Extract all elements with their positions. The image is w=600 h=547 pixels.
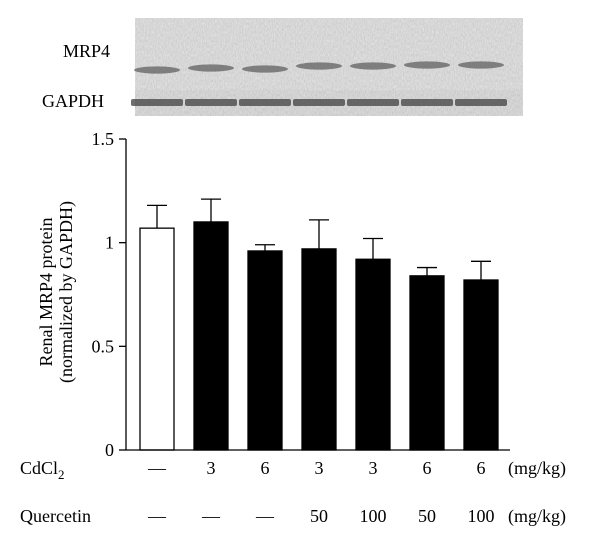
treatment-dose: 100 — [468, 506, 495, 526]
mrp4-band — [242, 65, 288, 73]
mrp4-band-row — [134, 61, 504, 74]
treatment-dose: 6 — [423, 458, 432, 478]
treatment-dose: — — [201, 506, 221, 526]
gapdh-band — [185, 99, 237, 106]
mrp4-band — [350, 62, 396, 70]
treatment-dose: — — [255, 506, 275, 526]
y-axis-label: Renal MRP4 protein (normalized by GAPDH) — [36, 201, 77, 383]
y-tick-label: 1 — [105, 233, 114, 253]
bar — [409, 275, 445, 451]
y-tick-label: 0.5 — [92, 336, 115, 356]
treatment-dose: 6 — [477, 458, 486, 478]
y-axis-label-line-2: (normalized by GAPDH) — [56, 201, 77, 383]
treatment-dose: 50 — [310, 506, 328, 526]
gapdh-band — [455, 99, 507, 106]
treatment-unit: (mg/kg) — [508, 458, 566, 479]
gapdh-band — [401, 99, 453, 106]
blot-label-gapdh: GAPDH — [42, 91, 104, 111]
error-bars — [147, 198, 491, 280]
gapdh-band — [131, 99, 183, 106]
blot-label-mrp4: MRP4 — [63, 41, 110, 61]
treatment-unit: (mg/kg) — [508, 506, 566, 527]
bar — [463, 279, 499, 451]
bars — [139, 221, 499, 451]
bar — [247, 250, 283, 451]
treatment-dose: 6 — [261, 458, 270, 478]
treatment-table: CdCl2 — 3 6 3 3 6 6 (mg/kg) Quercetin — — — 50 100 50 10… — [20, 458, 566, 527]
y-tick-label: 0 — [105, 440, 114, 460]
bar — [193, 221, 229, 451]
treatment-dose: — — [147, 458, 167, 478]
bar-chart: Renal MRP4 protein (normalized by GAPDH)… — [36, 129, 510, 460]
western-blot: MRP4 GAPDH — [42, 18, 523, 116]
y-tick-label: 1.5 — [92, 129, 115, 149]
gapdh-band — [347, 99, 399, 106]
gapdh-band-row — [131, 99, 507, 106]
gapdh-band — [293, 99, 345, 106]
bar — [355, 258, 391, 451]
treatment-row-label: Quercetin — [20, 506, 91, 526]
treatment-dose: — — [147, 506, 167, 526]
treatment-dose: 50 — [418, 506, 436, 526]
treatment-dose: 3 — [315, 458, 324, 478]
mrp4-band — [188, 64, 234, 72]
y-axis-label-line-1: Renal MRP4 protein — [36, 218, 56, 367]
mrp4-band — [134, 66, 180, 74]
treatment-row-label: CdCl2 — [20, 458, 65, 482]
y-axis-ticks: 0 0.5 1 1.5 — [92, 129, 126, 460]
bar — [301, 248, 337, 451]
mrp4-band — [404, 61, 450, 69]
bar — [139, 227, 175, 451]
mrp4-band — [458, 61, 504, 69]
treatment-dose: 3 — [207, 458, 216, 478]
gapdh-band — [239, 99, 291, 106]
mrp4-band — [296, 62, 342, 70]
treatment-dose: 100 — [360, 506, 387, 526]
treatment-dose: 3 — [369, 458, 378, 478]
